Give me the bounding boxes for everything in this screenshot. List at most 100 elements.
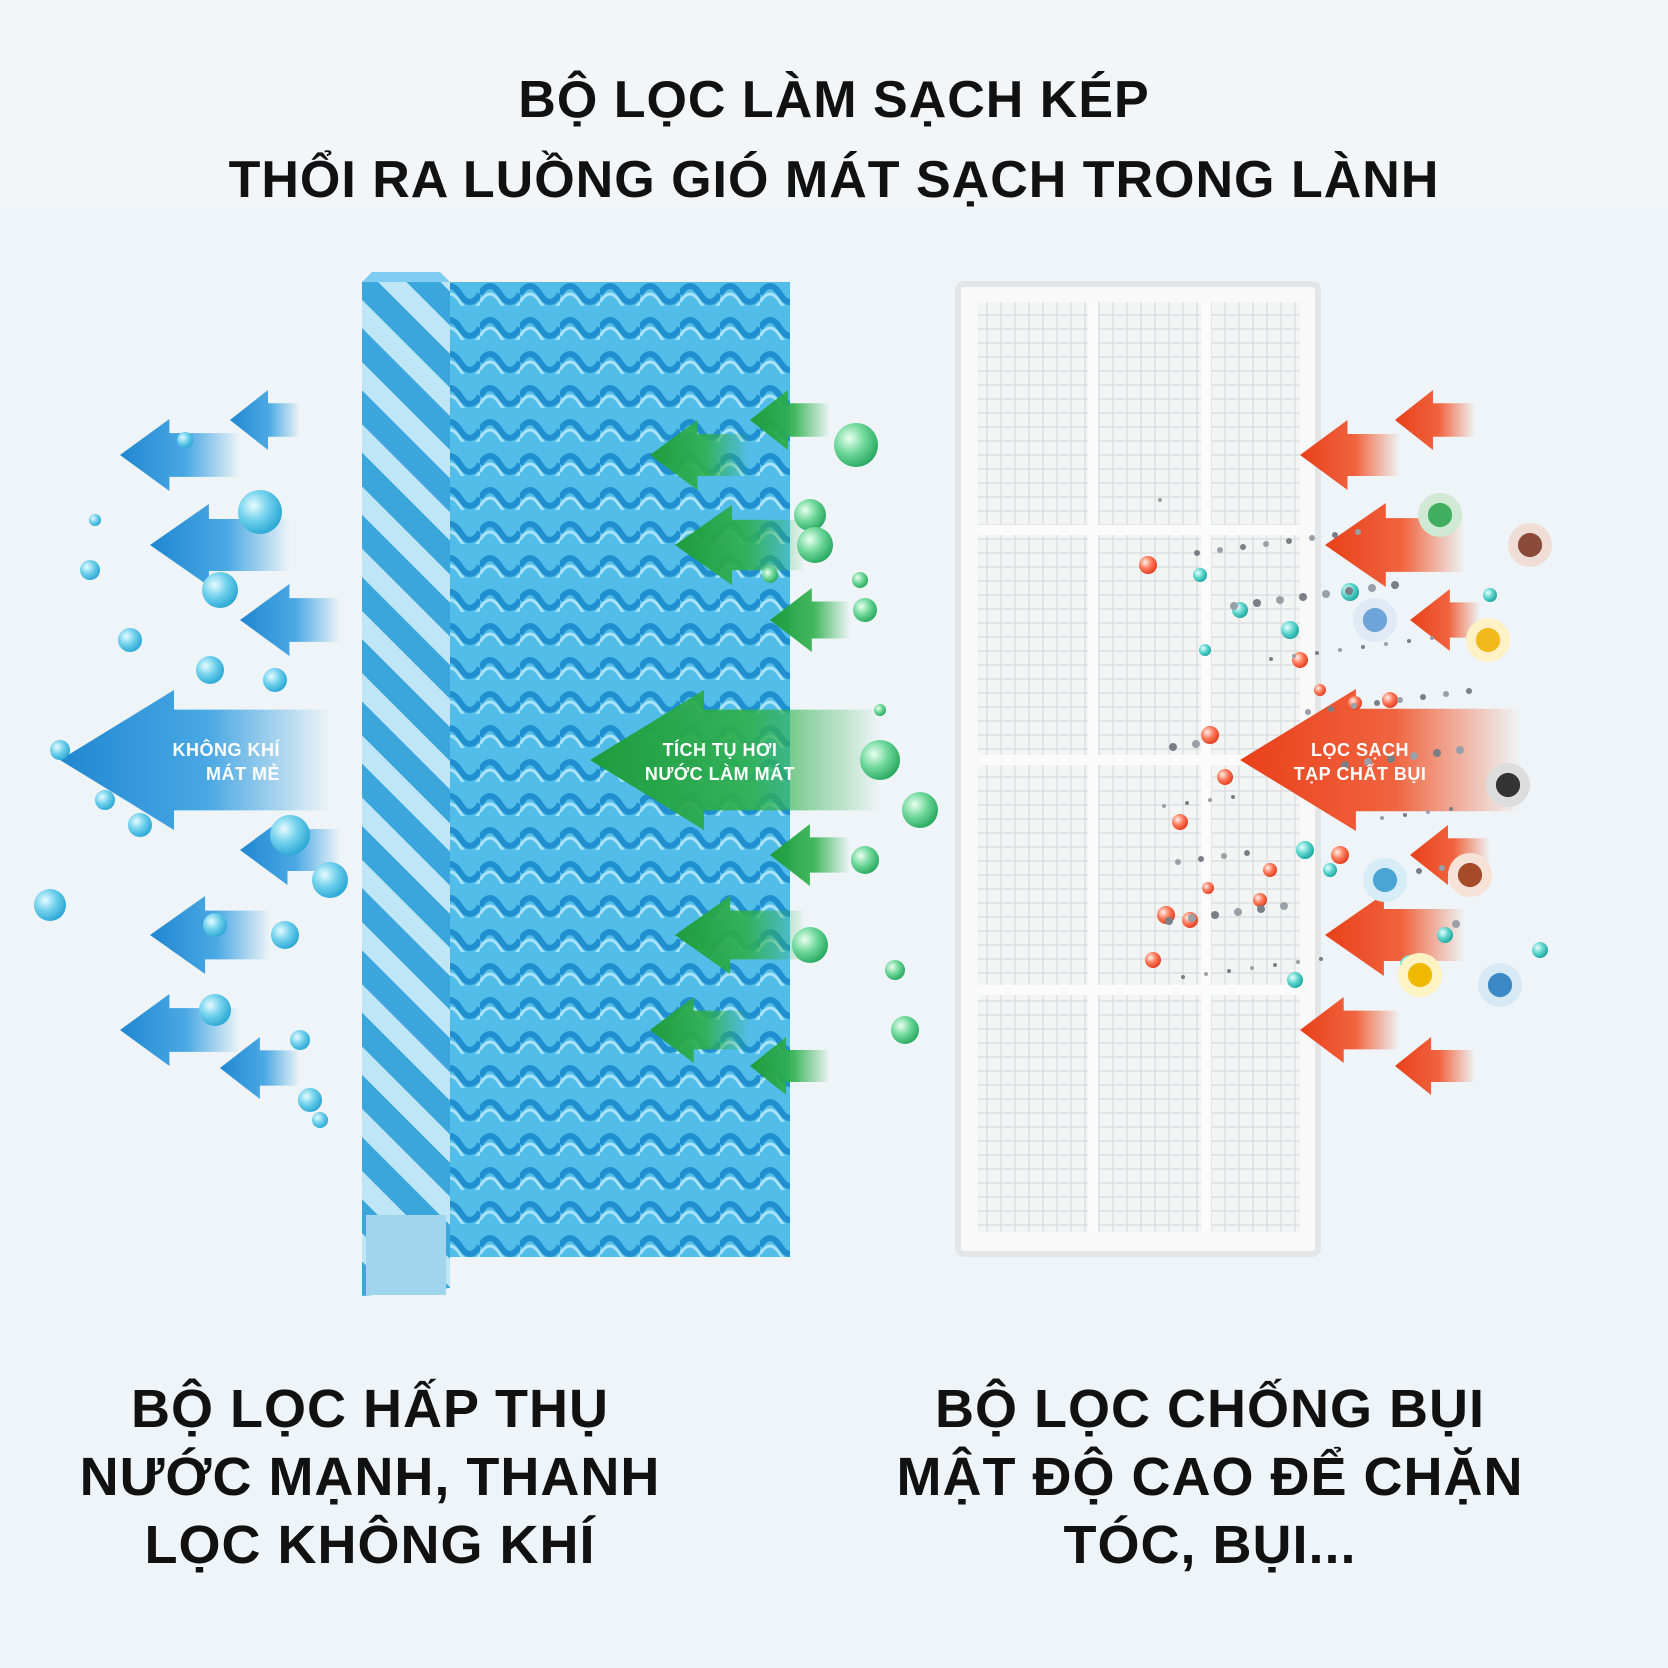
water-bubble-7 — [312, 862, 348, 898]
green-bubble-2 — [797, 527, 833, 563]
water-bubble-19 — [89, 514, 101, 526]
dust-particle-9 — [1145, 952, 1161, 968]
dust-speck-9 — [1181, 975, 1185, 979]
dust-speck-37 — [1286, 538, 1292, 544]
microbe-core-1 — [1517, 532, 1543, 558]
dust-particle-2 — [1314, 684, 1326, 696]
red-arrow-4 — [1240, 689, 1520, 831]
water-bubble-16 — [298, 1088, 322, 1112]
dust-speck-40 — [1397, 697, 1403, 703]
dust-speck-69 — [1231, 795, 1235, 799]
dust-speck-60 — [1208, 798, 1212, 802]
dust-speck-44 — [1234, 908, 1242, 916]
dust-speck-22 — [1351, 703, 1357, 709]
dust-speck-12 — [1292, 654, 1296, 658]
green-arrow-2 — [675, 505, 805, 585]
red-label-line-1: LỌC SẠCH — [1311, 740, 1409, 760]
green-bubble-7 — [792, 927, 828, 963]
green-arrow-7 — [650, 997, 750, 1063]
water-bubble-10 — [95, 790, 115, 810]
water-bubble-11 — [128, 813, 152, 837]
red-arrow-3 — [1410, 589, 1480, 651]
dust-speck-33 — [1449, 807, 1453, 811]
microbe-core-8 — [1487, 972, 1513, 998]
blue-arrow-3 — [240, 584, 340, 656]
water-bubble-15 — [290, 1030, 310, 1050]
dust-filter — [955, 281, 1321, 1257]
teal-particle-12 — [1532, 942, 1548, 958]
dust-speck-21 — [1315, 651, 1319, 655]
particles — [34, 423, 1552, 1128]
dust-particle-13 — [1253, 893, 1267, 907]
dust-speck-36 — [1250, 966, 1254, 970]
dust-speck-52 — [1221, 853, 1227, 859]
green-arrow-8 — [750, 1037, 830, 1095]
dust-speck-23 — [1387, 755, 1395, 763]
red-arrow-0 — [1395, 390, 1475, 450]
microbe-core-6 — [1457, 862, 1483, 888]
green-arrow-4 — [590, 690, 880, 830]
caption-cooling-pad: BỘ LỌC HẤP THỤ NƯỚC MẠNH, THANH LỌC KHÔN… — [40, 1375, 700, 1579]
dust-speck-68 — [1192, 740, 1200, 748]
green-bubble-6 — [851, 846, 879, 874]
teal-particle-10 — [1199, 644, 1211, 656]
water-bubble-1 — [202, 572, 238, 608]
green-bubble-3 — [853, 598, 877, 622]
caption-dust-filter: BỘ LỌC CHỐNG BỤI MẬT ĐỘ CAO ĐỂ CHẶN TÓC,… — [880, 1375, 1540, 1579]
dust-speck-62 — [1280, 902, 1288, 910]
blue-label-line-1: KHÔNG KHÍ — [172, 740, 280, 760]
blue-label-line-2: MÁT MẺ — [206, 764, 280, 784]
green-bubble-11 — [874, 704, 886, 716]
dust-speck-46 — [1309, 535, 1315, 541]
water-bubble-2 — [80, 560, 100, 580]
dust-speck-31 — [1374, 700, 1380, 706]
dust-speck-42 — [1162, 804, 1166, 808]
dust-speck-48 — [1384, 642, 1388, 646]
dust-speck-53 — [1257, 905, 1265, 913]
water-bubble-14 — [199, 994, 231, 1026]
blue-arrow-1 — [120, 419, 240, 491]
dust-speck-4 — [1305, 709, 1311, 715]
microbe-core-5 — [1372, 867, 1398, 893]
header-background — [0, 0, 1668, 210]
red-arrow-label: LỌC SẠCH TẠP CHẤT BỤI — [1270, 738, 1450, 786]
microbe-core-0 — [1427, 502, 1453, 528]
dust-speck-64 — [1355, 529, 1361, 535]
water-bubble-18 — [177, 432, 193, 448]
title-line-1: BỘ LỌC LÀM SẠCH KÉP — [518, 71, 1150, 129]
title-line-2: THỔI RA LUỒNG GIÓ MÁT SẠCH TRONG LÀNH — [228, 151, 1440, 209]
dust-speck-11 — [1253, 599, 1261, 607]
water-bubble-5 — [263, 668, 287, 692]
dust-speck-17 — [1165, 917, 1173, 925]
caption-left-line-2: NƯỚC MẠNH, THANH — [79, 1447, 661, 1507]
dust-speck-6 — [1380, 816, 1384, 820]
cooling-pad-side — [362, 282, 450, 1296]
dust-speck-27 — [1227, 969, 1231, 973]
green-bubble-8 — [885, 960, 905, 980]
microbe-core-3 — [1475, 627, 1501, 653]
dust-speck-49 — [1420, 694, 1426, 700]
dust-speck-0 — [1158, 498, 1162, 502]
dust-particle-4 — [1201, 726, 1219, 744]
green-arrow-6 — [675, 896, 805, 974]
teal-particle-8 — [1483, 588, 1497, 602]
teal-particle-6 — [1287, 972, 1303, 988]
teal-particle-4 — [1296, 841, 1314, 859]
dust-speck-32 — [1410, 752, 1418, 760]
dust-speck-35 — [1211, 911, 1219, 919]
green-arrow-0 — [750, 390, 830, 450]
water-bubble-17 — [312, 1112, 328, 1128]
dust-particle-0 — [1139, 556, 1157, 574]
dust-particle-6 — [1172, 814, 1188, 830]
dust-speck-59 — [1169, 743, 1177, 751]
caption-left-line-3: LỌC KHÔNG KHÍ — [144, 1515, 596, 1575]
dust-speck-2 — [1230, 602, 1238, 610]
caption-right-line-2: MẬT ĐỘ CAO ĐỂ CHẶN — [896, 1447, 1524, 1507]
dust-speck-51 — [1185, 801, 1189, 805]
dust-speck-13 — [1328, 706, 1334, 712]
dust-speck-15 — [1403, 813, 1407, 817]
blue-arrow-0 — [230, 390, 300, 450]
green-bubble-10 — [762, 567, 778, 583]
teal-particle-7 — [1437, 927, 1453, 943]
water-bubble-3 — [118, 628, 142, 652]
